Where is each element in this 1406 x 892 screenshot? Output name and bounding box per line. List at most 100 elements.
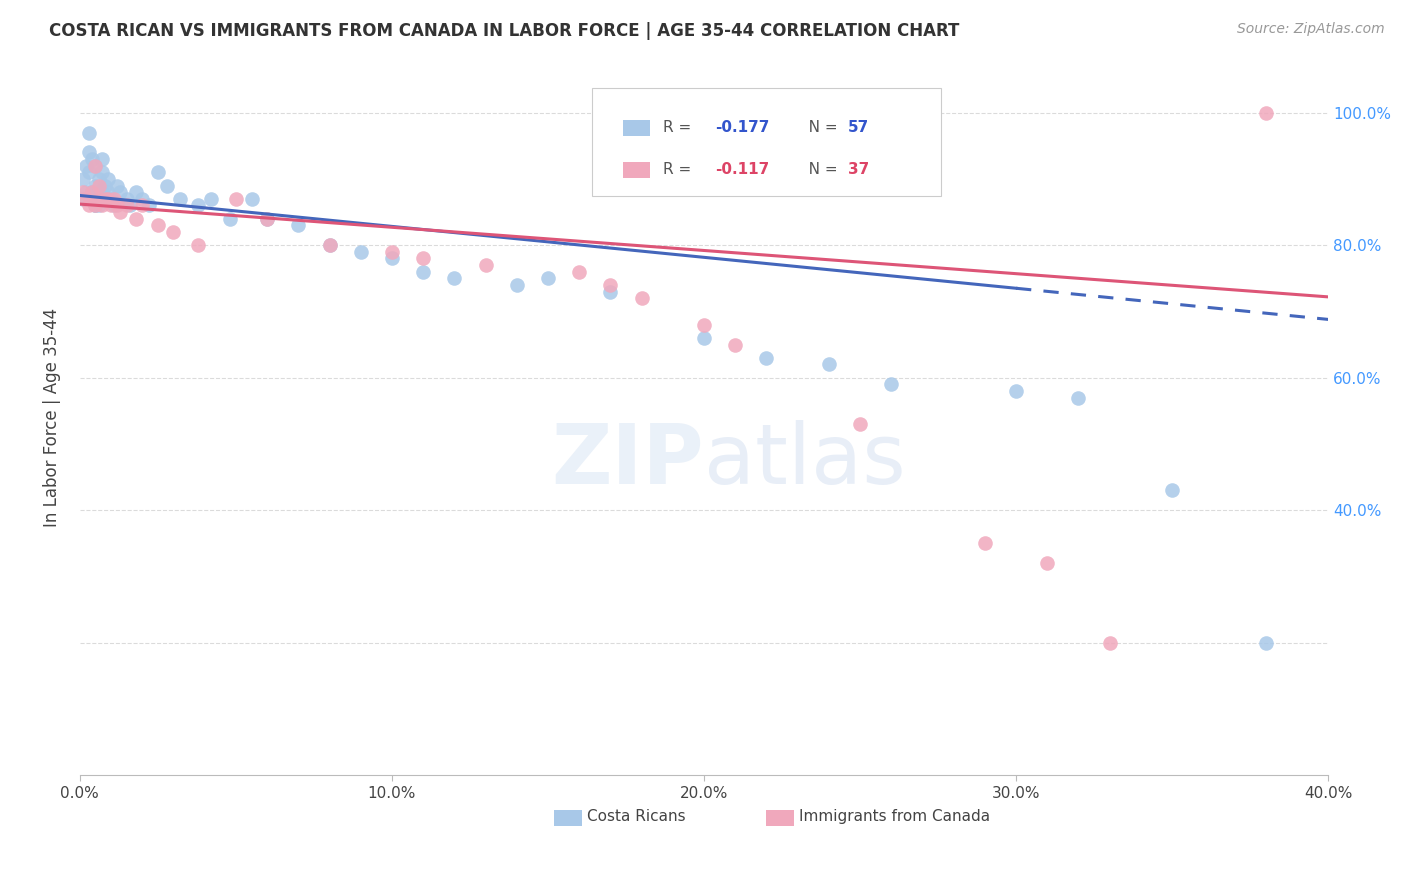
Point bbox=[94, 192, 117, 206]
Point bbox=[84, 198, 107, 212]
Point bbox=[146, 165, 169, 179]
Point bbox=[94, 192, 117, 206]
Text: 57: 57 bbox=[848, 120, 869, 136]
Point bbox=[118, 198, 141, 212]
Point bbox=[110, 205, 132, 219]
Point bbox=[138, 198, 160, 212]
Point bbox=[72, 192, 94, 206]
Point bbox=[817, 358, 839, 372]
Point bbox=[240, 192, 263, 206]
Point bbox=[77, 126, 100, 140]
Point bbox=[84, 198, 107, 212]
Point bbox=[131, 192, 153, 206]
Point bbox=[1161, 483, 1184, 498]
Point bbox=[225, 192, 247, 206]
FancyBboxPatch shape bbox=[554, 810, 582, 825]
Point bbox=[1036, 557, 1059, 571]
Point bbox=[75, 192, 97, 206]
Point bbox=[72, 172, 94, 186]
Point bbox=[537, 271, 560, 285]
Point bbox=[84, 198, 107, 212]
FancyBboxPatch shape bbox=[592, 88, 941, 195]
Point bbox=[162, 225, 184, 239]
Point bbox=[87, 172, 110, 186]
Point bbox=[110, 185, 132, 199]
Point bbox=[350, 244, 373, 259]
Point bbox=[115, 192, 138, 206]
Point bbox=[90, 198, 112, 212]
Text: -0.117: -0.117 bbox=[716, 162, 769, 178]
Point bbox=[1005, 384, 1028, 398]
Text: R =: R = bbox=[662, 120, 696, 136]
Point bbox=[84, 159, 107, 173]
Point bbox=[82, 185, 104, 199]
Point bbox=[100, 192, 122, 206]
Point bbox=[97, 172, 120, 186]
Point bbox=[84, 178, 107, 193]
Text: Immigrants from Canada: Immigrants from Canada bbox=[799, 809, 990, 824]
Text: Source: ZipAtlas.com: Source: ZipAtlas.com bbox=[1237, 22, 1385, 37]
Point bbox=[125, 185, 148, 199]
Point bbox=[412, 265, 434, 279]
Point bbox=[973, 536, 995, 550]
Point bbox=[693, 318, 716, 332]
Point bbox=[599, 285, 621, 299]
Point bbox=[105, 178, 128, 193]
Point bbox=[97, 185, 120, 199]
Point bbox=[97, 192, 120, 206]
Point bbox=[100, 198, 122, 212]
Point bbox=[77, 198, 100, 212]
FancyBboxPatch shape bbox=[623, 120, 651, 136]
Point bbox=[381, 252, 404, 266]
FancyBboxPatch shape bbox=[766, 810, 794, 825]
Point bbox=[693, 331, 716, 345]
Y-axis label: In Labor Force | Age 35-44: In Labor Force | Age 35-44 bbox=[44, 308, 60, 527]
Point bbox=[880, 377, 903, 392]
FancyBboxPatch shape bbox=[623, 162, 651, 178]
Point bbox=[115, 198, 138, 212]
Point bbox=[90, 165, 112, 179]
Point bbox=[103, 198, 125, 212]
Point bbox=[1098, 636, 1121, 650]
Point bbox=[412, 252, 434, 266]
Point bbox=[75, 159, 97, 173]
Text: Costa Ricans: Costa Ricans bbox=[586, 809, 685, 824]
Point bbox=[105, 198, 128, 212]
Point bbox=[318, 238, 340, 252]
Point bbox=[146, 219, 169, 233]
Text: N =: N = bbox=[794, 162, 842, 178]
Point bbox=[125, 211, 148, 226]
Text: ZIP: ZIP bbox=[551, 420, 704, 501]
Point bbox=[187, 238, 209, 252]
Point bbox=[381, 244, 404, 259]
Point bbox=[474, 258, 496, 272]
Text: -0.177: -0.177 bbox=[716, 120, 769, 136]
Point bbox=[131, 198, 153, 212]
Point bbox=[156, 178, 179, 193]
Point bbox=[77, 165, 100, 179]
Point bbox=[849, 417, 872, 431]
Point bbox=[90, 185, 112, 199]
Point bbox=[82, 185, 104, 199]
Point bbox=[77, 145, 100, 160]
Point bbox=[1067, 391, 1090, 405]
Point bbox=[568, 265, 591, 279]
Point bbox=[84, 159, 107, 173]
Point bbox=[87, 192, 110, 206]
Point bbox=[103, 192, 125, 206]
Point bbox=[599, 277, 621, 292]
Point bbox=[256, 211, 278, 226]
Point bbox=[187, 198, 209, 212]
Text: 37: 37 bbox=[848, 162, 869, 178]
Point bbox=[87, 198, 110, 212]
Point bbox=[200, 192, 222, 206]
Text: atlas: atlas bbox=[704, 420, 905, 501]
Point bbox=[256, 211, 278, 226]
Point bbox=[630, 291, 652, 305]
Point bbox=[94, 178, 117, 193]
Point bbox=[755, 351, 778, 365]
Point bbox=[87, 185, 110, 199]
Text: N =: N = bbox=[794, 120, 842, 136]
Point bbox=[724, 337, 747, 351]
Point bbox=[318, 238, 340, 252]
